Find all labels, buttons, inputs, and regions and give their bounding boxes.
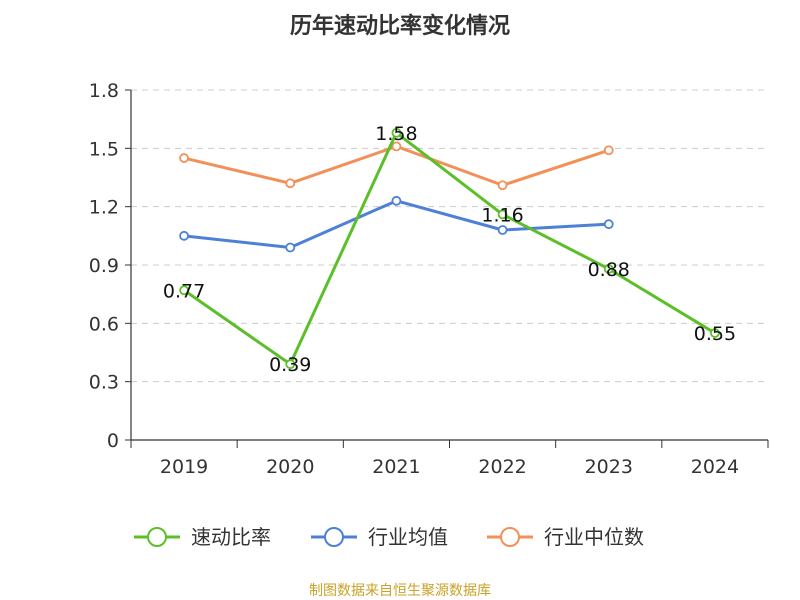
legend-marker-1 <box>324 527 344 547</box>
x-tick-label: 2020 <box>266 456 314 478</box>
series-line-1 <box>183 199 609 249</box>
x-tick-label: 2022 <box>478 456 526 478</box>
series-point-0 <box>285 359 296 370</box>
data-label: 0.77 <box>163 280 205 302</box>
series-line-2 <box>183 144 610 187</box>
series-point-2 <box>285 178 296 189</box>
data-label: 0.39 <box>269 354 311 376</box>
y-tick-label: 0.3 <box>89 372 119 394</box>
legend-marker-0 <box>147 527 167 547</box>
series-point-0 <box>391 127 402 138</box>
data-label: 0.88 <box>588 259 630 281</box>
data-label: 1.58 <box>375 123 417 145</box>
series-point-0 <box>497 209 508 220</box>
x-tick-label: 2024 <box>691 456 739 478</box>
y-tick-label: 0 <box>107 430 119 452</box>
x-tick-label: 2021 <box>372 456 420 478</box>
series-point-1 <box>603 219 614 230</box>
legend-marker-2 <box>500 527 520 547</box>
series-point-2 <box>391 141 402 152</box>
series-point-0 <box>179 285 189 296</box>
source-note: 制图数据来自恒生聚源数据库 <box>309 583 491 599</box>
series-point-1 <box>285 242 296 253</box>
y-tick-label: 1.8 <box>89 80 119 102</box>
series-point-1 <box>179 230 189 241</box>
y-tick-label: 0.6 <box>89 313 119 335</box>
series-point-2 <box>179 153 189 163</box>
series-point-1 <box>391 195 402 206</box>
y-tick-label: 1.2 <box>89 197 119 219</box>
series-point-1 <box>497 225 508 235</box>
legend-label-2: 行业中位数 <box>544 525 644 549</box>
x-tick-label: 2019 <box>160 456 208 478</box>
data-label: 0.55 <box>694 323 736 345</box>
series-line-0 <box>183 131 716 366</box>
chart-title: 历年速动比率变化情况 <box>290 13 510 39</box>
x-tick-label: 2023 <box>585 456 633 478</box>
series-point-0 <box>603 263 614 274</box>
legend-label-0: 速动比率 <box>191 525 271 549</box>
series-point-2 <box>603 145 614 156</box>
series-point-0 <box>710 328 720 338</box>
data-label: 1.16 <box>481 204 523 226</box>
y-tick-label: 1.5 <box>89 138 119 160</box>
series-point-2 <box>497 180 508 191</box>
legend-label-1: 行业均值 <box>368 525 448 549</box>
y-tick-label: 0.9 <box>89 255 119 277</box>
